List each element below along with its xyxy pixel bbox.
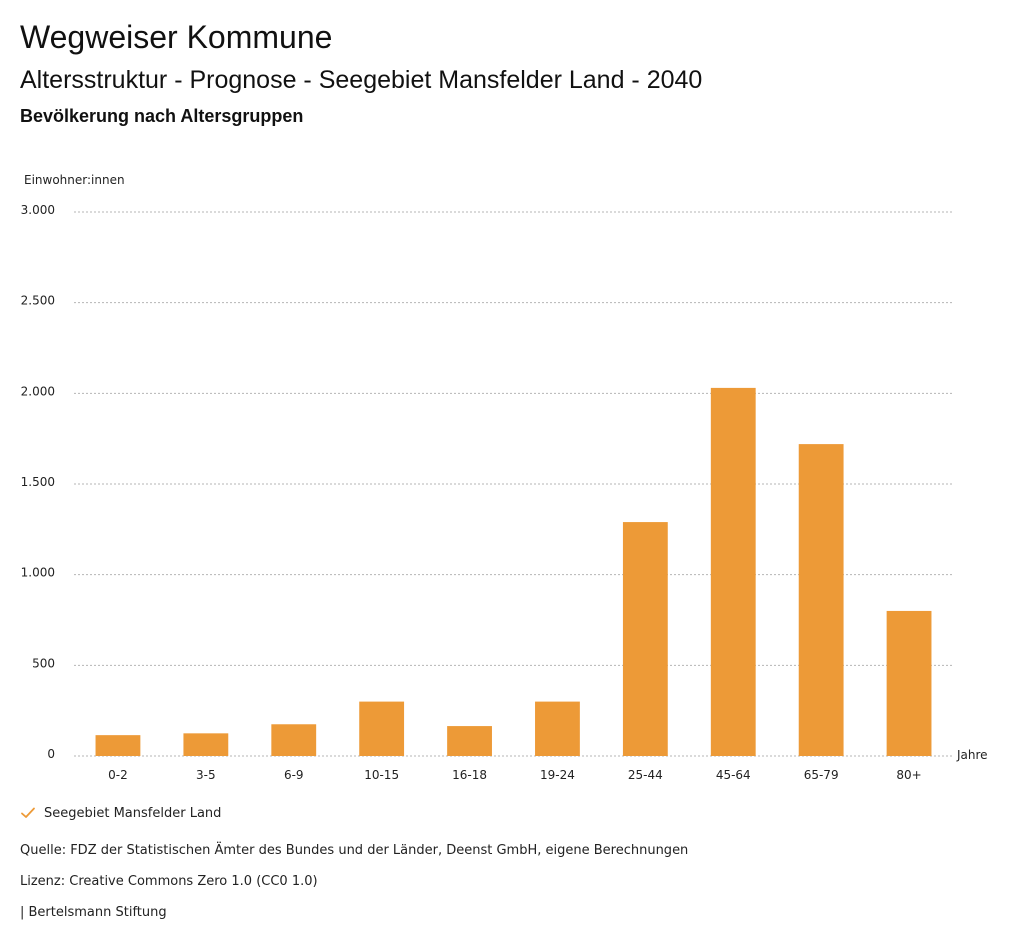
x-tick-label: 16-18 — [452, 768, 487, 782]
publisher-text[interactable]: | Bertelsmann Stiftung — [20, 905, 167, 920]
bar-6-9[interactable] — [271, 724, 317, 756]
legend-label: Seegebiet Mansfelder Land — [44, 805, 222, 821]
y-tick-label: 3.000 — [21, 203, 55, 217]
bar-25-44[interactable] — [622, 522, 668, 756]
page-subtitle: Altersstruktur - Prognose - Seegebiet Ma… — [20, 66, 703, 94]
x-tick-label: 65-79 — [804, 768, 839, 782]
x-tick-label: 0-2 — [108, 768, 128, 782]
x-tick-label: 25-44 — [628, 768, 663, 782]
x-tick-label: 80+ — [896, 768, 921, 782]
bar-16-18[interactable] — [447, 726, 492, 756]
y-axis-label: Einwohner:innen — [24, 173, 125, 187]
x-tick-label: 6-9 — [284, 768, 304, 782]
bar-10-15[interactable] — [359, 701, 405, 756]
license-text: Lizenz: Creative Commons Zero 1.0 (CC0 1… — [20, 874, 318, 889]
y-tick-label: 1.000 — [21, 566, 55, 580]
x-tick-label: 10-15 — [364, 768, 399, 782]
y-tick-label: 2.500 — [21, 294, 55, 308]
y-tick-label: 1.500 — [21, 475, 55, 489]
x-axis-ticks: 0-2 3-5 6-9 10-15 16-18 19-24 25-44 45-64 65-79 8… — [108, 768, 922, 782]
page-title: Wegweiser Kommune — [20, 19, 333, 55]
check-icon — [21, 807, 35, 818]
x-axis-label: Jahre — [956, 748, 988, 762]
chart-heading: Bevölkerung nach Altersgruppen — [20, 106, 304, 126]
y-axis-ticks: 0 500 1.000 1.500 2.000 2.500 3.000 — [21, 203, 55, 761]
x-tick-label: 3-5 — [196, 768, 216, 782]
x-tick-label: 19-24 — [540, 768, 575, 782]
y-tick-label: 0 — [47, 747, 55, 761]
bar-45-64[interactable] — [710, 387, 756, 756]
source-text: Quelle: FDZ der Statistischen Ämter des … — [20, 843, 689, 858]
bar-19-24[interactable] — [535, 701, 580, 756]
bar-65-79[interactable] — [798, 444, 844, 756]
bar-0-2[interactable] — [95, 735, 141, 756]
legend-item-seegebiet[interactable]: Seegebiet Mansfelder Land — [20, 803, 221, 823]
bar-80+[interactable] — [886, 610, 932, 756]
bar-3-5[interactable] — [183, 733, 229, 756]
bar-chart: Einwohner:innen 0 500 1.000 1.500 2.000 2.500… — [21, 173, 988, 782]
y-tick-label: 2.000 — [21, 384, 55, 398]
y-tick-label: 500 — [32, 656, 55, 670]
x-tick-label: 45-64 — [716, 768, 751, 782]
bars — [95, 387, 932, 756]
